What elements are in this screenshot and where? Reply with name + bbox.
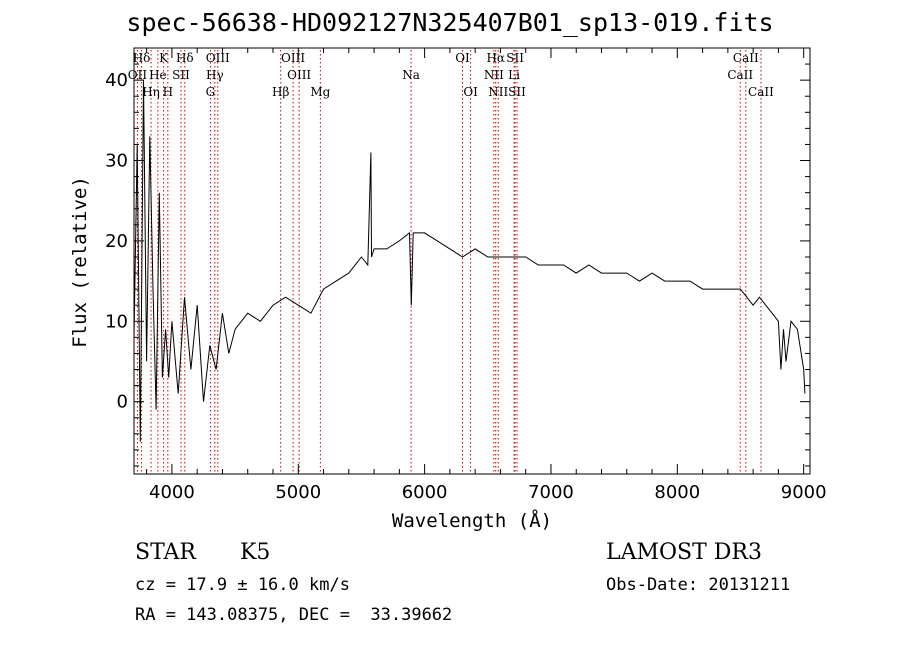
spectral-line-label: G — [206, 85, 216, 99]
chart-title: spec-56638-HD092127N325407B01_sp13-019.f… — [126, 8, 774, 37]
spectral-line-label: Hβ — [272, 85, 289, 99]
y-tick-label: 10 — [105, 311, 128, 332]
survey-name: LAMOST DR3 — [606, 540, 762, 565]
spectral-line-label: OII — [128, 68, 148, 82]
ra-dec-text: RA = 143.08375, DEC = 33.39662 — [135, 605, 453, 625]
spectral-line-label: NII — [488, 85, 508, 99]
object-class: STAR — [135, 540, 196, 565]
axis-ticks: 4000 5000 6000 7000 8000 9000 0 10 20 30 40 — [105, 47, 827, 503]
y-tick-label: 0 — [117, 392, 128, 413]
y-tick-label: 20 — [105, 231, 128, 252]
spectral-line-label: SII — [508, 85, 526, 99]
spectral-line-label: Hη — [142, 85, 160, 99]
x-tick-label: 9000 — [781, 482, 827, 503]
spectral-line-label: Li — [508, 68, 520, 82]
x-tick-label: 7000 — [528, 482, 574, 503]
spectral-line-label: He — [149, 68, 167, 82]
spectral-line-label: CaII — [748, 85, 774, 99]
spectral-line-label: Hδ — [133, 51, 151, 65]
redshift-text: cz = 17.9 ± 16.0 km/s — [135, 575, 350, 595]
spectral-line-label: Hγ — [206, 68, 224, 82]
x-tick-label: 5000 — [275, 482, 321, 503]
spectral-line-label: OI — [463, 85, 478, 99]
y-axis-label: Flux (relative) — [69, 176, 91, 348]
spectral-line-markers — [136, 50, 762, 474]
plot-frame — [133, 47, 811, 475]
spectral-line-label: CaII — [733, 51, 759, 65]
spectral-line-label: OIII — [206, 51, 230, 65]
spectral-line-label: NII — [484, 68, 504, 82]
spectral-line-label: OI — [455, 51, 470, 65]
flux-series-line — [133, 80, 806, 442]
x-axis-label: Wavelength (Å) — [391, 510, 553, 532]
x-tick-label: 8000 — [654, 482, 700, 503]
x-tick-label: 4000 — [149, 482, 195, 503]
y-tick-label: 30 — [105, 151, 128, 172]
spectral-line-label: H — [163, 85, 173, 99]
spectral-line-label: SII — [506, 51, 524, 65]
spectral-line-label: Hδ — [176, 51, 194, 65]
object-subclass: K5 — [240, 540, 271, 565]
spectral-line-label: K — [159, 51, 169, 65]
spectral-line-label: OIII — [281, 51, 305, 65]
spectral-line-label: Hα — [486, 51, 505, 65]
spectral-line-label: Mg — [310, 85, 330, 99]
spectral-line-label: CaII — [727, 68, 753, 82]
x-tick-label: 6000 — [402, 482, 448, 503]
obs-date-text: Obs-Date: 20131211 — [606, 575, 791, 595]
spectral-line-label: Na — [402, 68, 420, 82]
spectral-line-label: SII — [172, 68, 190, 82]
spectral-line-label: OIII — [287, 68, 311, 82]
y-tick-label: 40 — [105, 70, 128, 91]
